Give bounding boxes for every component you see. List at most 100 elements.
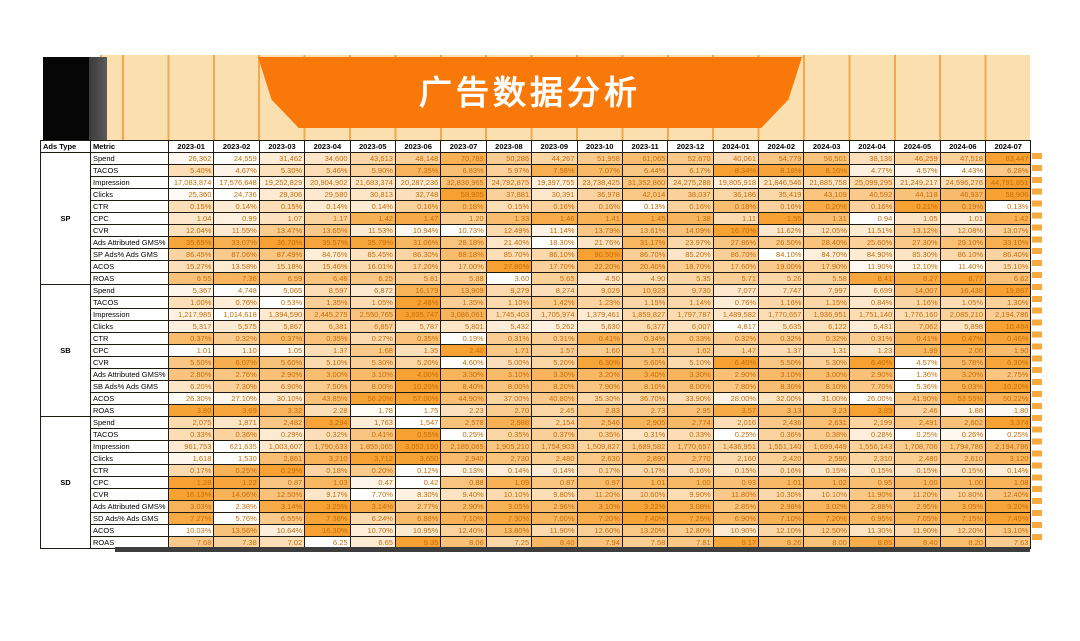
data-cell[interactable]: 12.05% (803, 224, 850, 237)
data-cell[interactable]: 2,988 (485, 416, 533, 429)
data-cell[interactable]: 2,420 (758, 452, 805, 465)
data-cell[interactable]: 0.16% (848, 200, 896, 213)
metric-label[interactable]: Ads Attributed GMS% (90, 368, 169, 381)
data-cell[interactable]: 19,397,755 (531, 176, 578, 189)
data-cell[interactable]: 32,836,965 (440, 176, 487, 189)
data-cell[interactable]: 3.30% (440, 368, 487, 381)
data-cell[interactable]: 3,650 (394, 452, 442, 465)
data-cell[interactable]: 5.71 (712, 272, 760, 285)
data-cell[interactable]: 1.47 (712, 344, 760, 357)
data-cell[interactable]: 0.41% (576, 332, 623, 345)
data-cell[interactable]: 2,940 (440, 452, 487, 465)
data-cell[interactable]: 7.10% (440, 512, 487, 525)
data-cell[interactable]: 12.10% (894, 260, 941, 273)
data-cell[interactable]: 6.95% (848, 512, 896, 525)
data-cell[interactable]: 7.50% (304, 380, 351, 393)
data-cell[interactable]: 0.15% (712, 464, 760, 477)
data-cell[interactable]: 7.20% (576, 512, 623, 525)
data-cell[interactable]: 3.20% (985, 500, 1032, 513)
data-cell[interactable]: 3.22% (621, 500, 669, 513)
data-cell[interactable]: 1.01 (939, 212, 987, 225)
data-cell[interactable]: 1.20 (440, 212, 487, 225)
data-cell[interactable]: 1,790,633 (304, 440, 351, 453)
data-cell[interactable]: 36,186 (712, 188, 760, 201)
data-cell[interactable]: 5.35 (667, 272, 714, 285)
data-cell[interactable]: 1,394,590 (258, 308, 306, 321)
data-cell[interactable]: 0.15% (167, 200, 215, 213)
data-cell[interactable]: 11.90% (894, 524, 941, 537)
data-cell[interactable]: 0.34% (621, 332, 669, 345)
data-cell[interactable]: 1.62 (667, 344, 714, 357)
data-cell[interactable]: 0.25% (985, 428, 1032, 441)
data-cell[interactable]: 28.40% (803, 236, 850, 249)
data-cell[interactable]: 7.35% (394, 164, 442, 177)
data-cell[interactable]: 50,286 (485, 152, 533, 165)
data-cell[interactable]: 3.02% (803, 500, 850, 513)
data-cell[interactable]: 1.08 (985, 476, 1032, 489)
data-cell[interactable]: 3.30% (667, 368, 714, 381)
data-cell[interactable]: 2,185,065 (440, 440, 487, 453)
data-cell[interactable]: 1,003,607 (258, 440, 306, 453)
data-cell[interactable]: 1,770,657 (667, 440, 714, 453)
data-cell[interactable]: 18.30% (531, 236, 578, 249)
data-cell[interactable]: 2.76% (213, 368, 260, 381)
data-cell[interactable]: 5.88 (440, 272, 487, 285)
data-cell[interactable]: 13.65% (304, 224, 351, 237)
data-cell[interactable]: 2,491 (894, 416, 941, 429)
data-cell[interactable]: 2.90% (258, 368, 306, 381)
data-cell[interactable]: 33.07% (213, 236, 260, 249)
data-cell[interactable]: 4,817 (712, 320, 760, 333)
data-cell[interactable]: 26,362 (167, 152, 215, 165)
data-cell[interactable]: 3.57 (712, 404, 760, 417)
data-cell[interactable]: 8.00 (803, 536, 850, 549)
data-cell[interactable]: 1,855,065 (349, 440, 396, 453)
data-cell[interactable]: 24,559 (213, 152, 260, 165)
data-cell[interactable]: 0.16% (758, 464, 805, 477)
data-cell[interactable]: 1.37 (304, 344, 351, 357)
data-cell[interactable]: 1.75 (394, 404, 442, 417)
data-cell[interactable]: 3.13 (758, 404, 805, 417)
data-cell[interactable]: 5.78% (939, 356, 987, 369)
data-cell[interactable]: 1.23 (848, 344, 896, 357)
data-cell[interactable]: 32,748 (394, 188, 442, 201)
month-header[interactable]: 2024-06 (939, 140, 987, 153)
data-cell[interactable]: 13.61% (621, 224, 669, 237)
data-cell[interactable]: 50.22% (985, 392, 1032, 405)
data-cell[interactable]: 11.90% (848, 260, 896, 273)
data-cell[interactable]: 54,779 (758, 152, 805, 165)
month-header[interactable]: 2024-03 (803, 140, 850, 153)
data-cell[interactable]: 26.30% (167, 392, 215, 405)
data-cell[interactable]: 2.95 (667, 404, 714, 417)
data-cell[interactable]: 48,148 (394, 152, 442, 165)
data-cell[interactable]: 3,086,061 (440, 308, 487, 321)
data-cell[interactable]: 5.30% (803, 356, 850, 369)
data-cell[interactable]: 0.13% (440, 464, 487, 477)
data-cell[interactable]: 9.17% (304, 488, 351, 501)
ads-type-cell-sd[interactable]: SD (40, 416, 91, 549)
data-cell[interactable]: 5.81 (394, 272, 442, 285)
data-cell[interactable]: 0.37% (258, 332, 306, 345)
data-cell[interactable]: 26.50% (758, 236, 805, 249)
data-cell[interactable]: 7.25 (485, 536, 533, 549)
data-cell[interactable]: 40.80% (531, 392, 578, 405)
data-cell[interactable]: 11.90% (531, 524, 578, 537)
data-cell[interactable]: 86.45% (167, 248, 215, 261)
data-cell[interactable]: 7.27% (167, 512, 215, 525)
data-cell[interactable]: 7.36 (213, 272, 260, 285)
data-cell[interactable]: 17.00% (440, 260, 487, 273)
data-cell[interactable]: 0.35% (394, 332, 442, 345)
data-cell[interactable]: 29.10% (939, 236, 987, 249)
data-cell[interactable]: 0.36% (213, 428, 260, 441)
data-cell[interactable]: 12.50% (258, 488, 306, 501)
data-cell[interactable]: 3,294 (304, 416, 351, 429)
data-cell[interactable]: 1,436,951 (712, 440, 760, 453)
data-cell[interactable]: 5.30% (258, 164, 306, 177)
data-cell[interactable]: 7.07% (576, 164, 623, 177)
data-cell[interactable]: 43,109 (803, 188, 850, 201)
data-cell[interactable]: 1,936,951 (803, 308, 850, 321)
data-cell[interactable]: 4.60% (440, 356, 487, 369)
data-cell[interactable]: 1.10 (213, 344, 260, 357)
data-cell[interactable]: 35.30% (576, 392, 623, 405)
data-cell[interactable]: 7.94 (576, 536, 623, 549)
data-cell[interactable]: 1,797,787 (667, 308, 714, 321)
